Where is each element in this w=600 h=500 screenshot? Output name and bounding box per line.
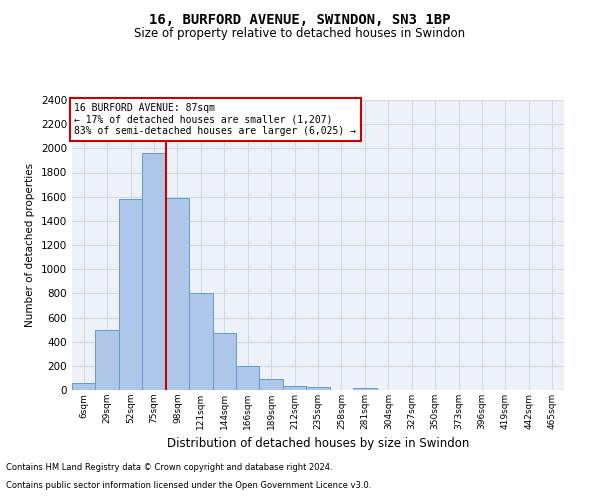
X-axis label: Distribution of detached houses by size in Swindon: Distribution of detached houses by size …: [167, 438, 469, 450]
Text: 16, BURFORD AVENUE, SWINDON, SN3 1BP: 16, BURFORD AVENUE, SWINDON, SN3 1BP: [149, 12, 451, 26]
Text: 16 BURFORD AVENUE: 87sqm
← 17% of detached houses are smaller (1,207)
83% of sem: 16 BURFORD AVENUE: 87sqm ← 17% of detach…: [74, 103, 356, 136]
Bar: [166, 198, 189, 390]
Bar: [142, 153, 166, 390]
Text: Contains public sector information licensed under the Open Government Licence v3: Contains public sector information licen…: [6, 481, 371, 490]
Bar: [95, 330, 119, 390]
Bar: [283, 386, 306, 390]
Bar: [72, 383, 95, 390]
Bar: [353, 388, 377, 390]
Bar: [306, 386, 330, 390]
Text: Contains HM Land Registry data © Crown copyright and database right 2024.: Contains HM Land Registry data © Crown c…: [6, 464, 332, 472]
Bar: [236, 366, 259, 390]
Bar: [119, 199, 142, 390]
Text: Size of property relative to detached houses in Swindon: Size of property relative to detached ho…: [134, 28, 466, 40]
Bar: [259, 379, 283, 390]
Y-axis label: Number of detached properties: Number of detached properties: [25, 163, 35, 327]
Bar: [212, 332, 236, 390]
Bar: [189, 294, 212, 390]
